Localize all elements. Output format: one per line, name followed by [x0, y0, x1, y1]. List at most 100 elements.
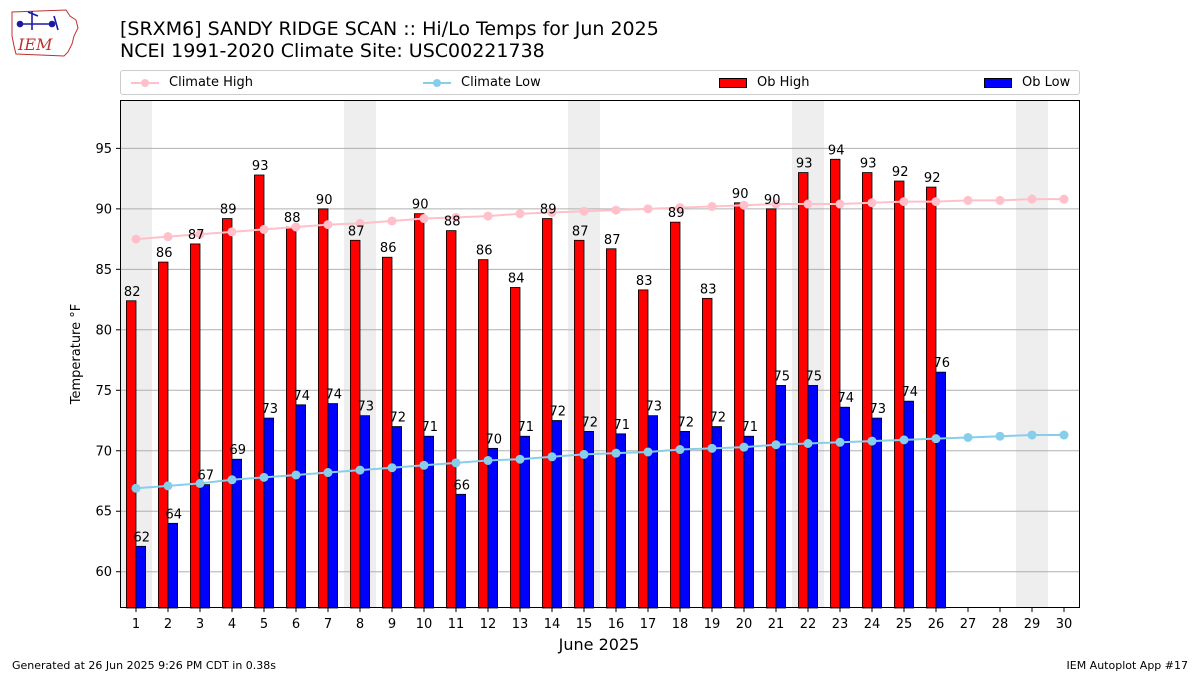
climate-low-point — [867, 436, 877, 446]
ob-low-bar — [647, 415, 659, 609]
ob-low-bar — [359, 415, 371, 609]
ob-high-bar — [157, 261, 169, 609]
x-tick-label: 29 — [1024, 617, 1041, 632]
climate-high-point — [803, 199, 813, 209]
ob-high-bar — [413, 213, 425, 609]
bar-value-labels: 82 86 87 89 93 88 90 87 86 90 88 86 84 89 87 87 83 89 83 90… — [124, 143, 950, 545]
climate-high-point — [963, 195, 973, 205]
ob-low-value-label: 73 — [870, 402, 887, 417]
legend-item-climate-high: Climate High — [131, 71, 253, 94]
climate-high-point — [707, 201, 717, 211]
climate-low-point — [195, 478, 205, 488]
ob-low-value-label: 72 — [582, 415, 599, 430]
chart-title: [SRXM6] SANDY RIDGE SCAN :: Hi/Lo Temps … — [120, 18, 659, 40]
climate-low-point — [291, 470, 301, 480]
climate-high-point — [643, 204, 653, 214]
ob-low-bar — [679, 431, 691, 609]
climate-high-point — [451, 212, 461, 222]
ob-low-value-label: 64 — [166, 507, 183, 522]
ob-high-bar — [349, 239, 361, 609]
climate-high-point — [227, 227, 237, 237]
legend-item-climate-low: Climate Low — [423, 71, 541, 94]
climate-high-point — [483, 211, 493, 221]
ob-low-value-label: 74 — [326, 388, 343, 403]
x-tick-label: 5 — [260, 617, 268, 632]
ob-high-bar — [189, 243, 201, 609]
ob-high-bar — [445, 230, 457, 609]
ob-high-value-label: 90 — [764, 193, 781, 208]
ob-high-value-label: 83 — [700, 282, 717, 297]
x-tick-label: 10 — [416, 617, 433, 632]
legend-label-climate-high: Climate High — [169, 75, 254, 90]
legend-item-ob-low: Ob Low — [984, 71, 1070, 94]
plot-frame — [120, 100, 1080, 608]
climate-high-point — [1059, 194, 1069, 204]
ob-high-value-label: 90 — [412, 198, 429, 213]
ob-low-bar — [135, 545, 147, 609]
ob-low-bar — [455, 493, 467, 609]
climate-high-point — [291, 222, 301, 232]
ob-high-value-label: 88 — [444, 215, 461, 230]
ob-low-value-label: 71 — [422, 420, 439, 435]
x-tick-label: 30 — [1056, 617, 1073, 632]
ob-low-value-label: 69 — [230, 443, 247, 458]
climate-low-point — [387, 463, 397, 473]
ob-low-bar — [903, 400, 915, 609]
iowa-state-outline — [11, 9, 79, 57]
climate-high-point — [579, 206, 589, 216]
ob-low-value-label: 75 — [806, 369, 823, 384]
ob-high-value-label: 92 — [892, 165, 909, 180]
ob-high-value-label: 84 — [508, 271, 525, 286]
iem-logo-text: IEM — [17, 35, 53, 54]
ob-high-value-label: 90 — [732, 187, 749, 202]
ob-high-bar — [766, 208, 777, 609]
climate-low-point — [131, 483, 141, 493]
climate-low-point — [323, 468, 333, 478]
ob-low-bar — [839, 406, 851, 609]
climate-low-point — [771, 440, 781, 450]
ob-low-bar — [295, 404, 307, 609]
x-axis-label: June 2025 — [558, 635, 640, 654]
ob-low-bar — [167, 522, 179, 609]
climate-low-point — [547, 452, 557, 462]
climate-low-point — [803, 439, 813, 449]
y-gridlines — [120, 147, 1080, 573]
temperature-bars — [126, 158, 947, 609]
climate-high-point — [899, 197, 909, 207]
climate-low-point — [643, 447, 653, 457]
ob-high-bar — [862, 172, 873, 609]
ob-low-value-label: 66 — [454, 478, 471, 493]
ob-high-swatch — [719, 77, 747, 88]
y-tick-label: 75 — [95, 384, 112, 399]
x-tick-label: 28 — [992, 617, 1009, 632]
climate-low-point — [611, 448, 621, 458]
climate-low-point — [835, 437, 845, 447]
climate-lines — [131, 194, 1069, 493]
climate-low-point — [227, 475, 237, 485]
climate-low-point — [739, 442, 749, 452]
ob-high-value-label: 93 — [860, 157, 877, 172]
climate-high-point — [611, 205, 621, 215]
ob-high-value-label: 86 — [380, 241, 397, 256]
x-tick-label: 1 — [132, 617, 140, 632]
climate-high-swatch — [131, 78, 159, 87]
climate-high-point — [835, 199, 845, 209]
ob-high-value-label: 93 — [796, 157, 813, 172]
ob-low-bar — [871, 417, 883, 609]
ob-high-bar — [317, 208, 329, 609]
ob-low-value-label: 76 — [934, 356, 951, 371]
x-tick-label: 14 — [544, 617, 561, 632]
ob-high-value-label: 93 — [252, 159, 269, 174]
y-axis: 60 65 70 75 80 85 90 95 — [95, 142, 120, 580]
x-tick-label: 23 — [832, 617, 849, 632]
legend-label-ob-high: Ob High — [757, 75, 810, 90]
x-tick-label: 11 — [448, 617, 465, 632]
ob-high-bar — [830, 158, 841, 609]
x-tick-label: 7 — [324, 617, 332, 632]
climate-high-point — [675, 203, 685, 213]
ob-low-bar — [615, 433, 627, 609]
climate-low-swatch — [423, 78, 451, 87]
climate-low-point — [451, 458, 461, 468]
climate-high-point — [739, 200, 749, 210]
climate-high-point — [259, 224, 269, 234]
